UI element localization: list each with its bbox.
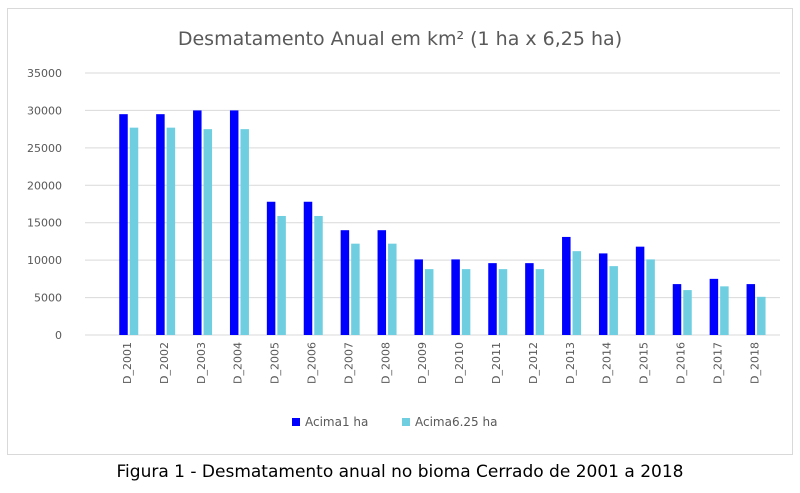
bar-acima1ha xyxy=(451,259,460,335)
bar-acima625ha xyxy=(461,269,471,335)
bar-acima1ha xyxy=(746,284,756,335)
bar-acima1ha xyxy=(635,246,645,335)
bar-acima1ha xyxy=(303,201,313,335)
x-tick-label: D_2012 xyxy=(527,342,540,384)
bar-acima1ha xyxy=(340,230,350,335)
bar-acima625ha xyxy=(609,266,618,335)
y-tick-label: 25000 xyxy=(27,142,62,155)
x-tick-label: D_2016 xyxy=(675,342,688,384)
y-tick-label: 30000 xyxy=(27,104,62,117)
x-tick-label: D_2009 xyxy=(416,342,429,384)
bar-acima625ha xyxy=(203,129,213,335)
legend-swatch xyxy=(292,418,300,426)
bar-acima625ha xyxy=(388,243,397,335)
legend-label: Acima1 ha xyxy=(305,415,368,429)
bar-acima625ha xyxy=(683,290,692,335)
bar-acima625ha xyxy=(351,243,360,335)
bar-acima1ha xyxy=(562,236,571,335)
y-tick-label: 35000 xyxy=(27,67,62,80)
bar-acima1ha xyxy=(709,278,719,335)
x-tick-label: D_2010 xyxy=(453,342,466,384)
bar-acima625ha xyxy=(572,251,582,335)
figure-caption: Figura 1 - Desmatamento anual no bioma C… xyxy=(116,462,684,482)
bar-acima1ha xyxy=(525,263,534,335)
bar-acima625ha xyxy=(166,127,176,335)
bar-acima625ha xyxy=(240,129,249,335)
bar-acima625ha xyxy=(720,286,729,335)
x-tick-label: D_2017 xyxy=(711,342,724,384)
x-tick-label: D_2013 xyxy=(564,342,577,384)
x-tick-label: D_2014 xyxy=(601,342,614,384)
bar-acima1ha xyxy=(488,263,497,335)
bar-acima1ha xyxy=(377,230,387,335)
y-tick-label: 5000 xyxy=(34,292,62,305)
bar-acima625ha xyxy=(498,269,508,335)
x-tick-label: D_2011 xyxy=(490,342,503,384)
x-tick-label: D_2007 xyxy=(342,342,355,384)
bar-acima1ha xyxy=(156,114,165,336)
y-tick-label: 20000 xyxy=(27,179,62,192)
x-tick-label: D_2006 xyxy=(306,342,319,384)
x-tick-label: D_2004 xyxy=(232,342,245,384)
y-tick-label: 10000 xyxy=(27,254,62,267)
y-tick-label: 15000 xyxy=(27,217,62,230)
x-tick-label: D_2002 xyxy=(158,342,171,384)
bar-acima625ha xyxy=(314,215,323,335)
legend-swatch xyxy=(402,418,410,426)
legend-label: Acima6.25 ha xyxy=(415,415,497,429)
bar-acima625ha xyxy=(277,215,286,335)
x-tick-label: D_2015 xyxy=(638,342,651,384)
x-tick-label: D_2005 xyxy=(269,342,282,384)
x-tick-label: D_2003 xyxy=(195,342,208,384)
bar-chart: Desmatamento Anual em km² (1 ha x 6,25 h… xyxy=(27,28,780,429)
bar-acima1ha xyxy=(672,284,682,335)
bar-acima1ha xyxy=(414,259,423,335)
bar-acima625ha xyxy=(535,269,545,335)
x-tick-label: D_2008 xyxy=(379,342,392,384)
bar-acima625ha xyxy=(129,127,139,335)
bar-acima1ha xyxy=(193,110,202,335)
bar-acima625ha xyxy=(424,269,434,335)
bar-acima625ha xyxy=(646,259,655,335)
y-tick-label: 0 xyxy=(55,329,62,342)
bar-acima1ha xyxy=(598,253,608,335)
bar-acima1ha xyxy=(119,114,128,336)
x-tick-label: D_2001 xyxy=(121,342,134,384)
bar-acima625ha xyxy=(757,296,766,335)
chart-title: Desmatamento Anual em km² (1 ha x 6,25 h… xyxy=(178,28,622,50)
x-tick-label: D_2018 xyxy=(748,342,761,384)
bar-acima1ha xyxy=(266,201,276,335)
bar-acima1ha xyxy=(229,110,239,335)
